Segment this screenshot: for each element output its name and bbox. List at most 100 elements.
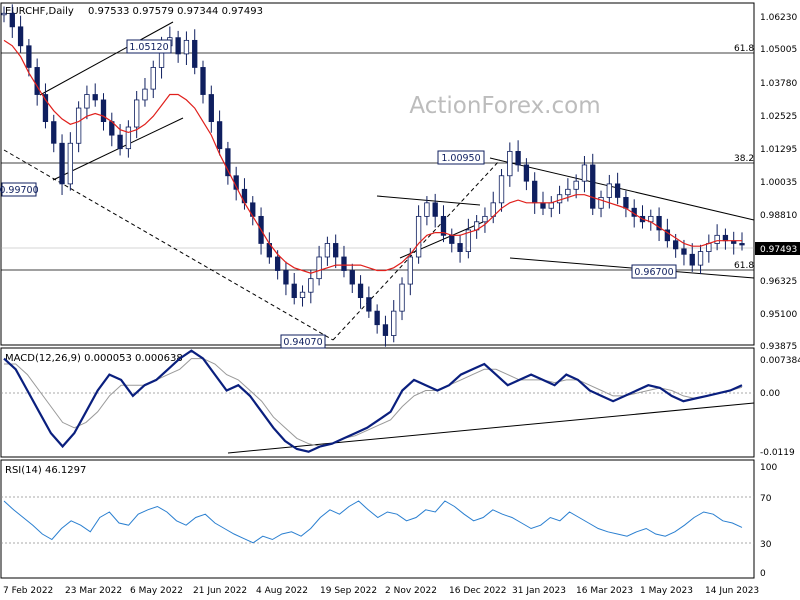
candle-body <box>349 270 355 285</box>
macd-panel-title: MACD(12,26,9) 0.000053 0.000638 <box>5 353 183 364</box>
triangle-upper-line <box>376 195 481 206</box>
candle-body <box>274 256 281 271</box>
candle-body <box>92 94 98 101</box>
candle-body <box>399 283 405 312</box>
x-tick-label: 21 Jun 2022 <box>193 586 247 596</box>
candle-body <box>664 229 671 242</box>
candle-body <box>606 183 612 198</box>
candle-body <box>366 297 372 312</box>
current-price-label: 0.97493 <box>760 245 797 255</box>
price-tick-label: 1.02525 <box>760 112 797 122</box>
price-label: 0.99700 <box>0 185 39 196</box>
candle-body <box>125 126 132 150</box>
candle-body <box>225 148 231 177</box>
candle-body <box>573 180 579 190</box>
x-tick-label: 14 Jun 2023 <box>705 586 759 596</box>
candle-body <box>407 256 413 285</box>
price-label: 1.00950 <box>441 153 480 164</box>
candle-body <box>117 134 123 150</box>
price-labels: 1.05120 0.99700 0.94070 1.00950 0.96700 <box>0 39 677 349</box>
candle-body <box>614 183 621 198</box>
rsi-panel <box>0 459 755 579</box>
candle-body <box>673 240 679 250</box>
price-label-box <box>437 150 485 165</box>
candle-body <box>424 202 430 217</box>
price-label-box <box>1 182 37 197</box>
candle-body <box>391 310 397 336</box>
candle-body <box>75 107 82 144</box>
macd-panel <box>0 347 755 458</box>
candle-body <box>308 278 314 293</box>
price-label: 0.96700 <box>634 267 673 278</box>
rsi-tick-label: 70 <box>760 494 772 504</box>
x-tick-label: 4 Aug 2022 <box>256 586 308 596</box>
candle-body <box>192 39 198 68</box>
candle-body <box>697 251 704 266</box>
candle-body <box>100 99 107 123</box>
x-tick-label: 19 Sep 2022 <box>320 586 377 596</box>
candle-body <box>623 197 629 209</box>
macd-y-axis: 0.007384 0.00 -0.0119 <box>760 356 800 458</box>
candle-body <box>415 215 422 258</box>
candle-body <box>333 243 339 258</box>
rsi-line <box>3 500 743 544</box>
triangle-lower-line <box>399 221 484 259</box>
rsi-panel-title: RSI(14) 46.1297 <box>5 465 86 476</box>
price-label-box <box>126 39 172 54</box>
candle-body <box>216 121 223 150</box>
moving-average-line <box>3 39 742 274</box>
rsi-y-axis: 100 70 30 0 <box>760 463 777 579</box>
candle-body <box>357 283 364 299</box>
channel-upper-line <box>39 21 174 96</box>
x-tick-label: 2 Nov 2022 <box>385 586 437 596</box>
x-tick-label: 6 May 2022 <box>130 586 183 596</box>
candle-body <box>42 94 49 123</box>
current-price-tag <box>755 242 800 255</box>
candle-body <box>9 12 15 28</box>
candle-body <box>26 45 32 68</box>
candle-body <box>548 202 554 209</box>
candle-body <box>590 164 596 209</box>
candle-body <box>34 67 40 95</box>
candle-body <box>291 283 297 299</box>
price-label-box <box>631 264 677 279</box>
candle-body <box>523 164 530 182</box>
watermark: ActionForex.com <box>409 93 600 119</box>
candle-body <box>449 234 455 244</box>
macd-line <box>3 349 743 453</box>
candle-body <box>208 94 214 123</box>
candle-body <box>581 164 588 182</box>
price-label: 1.05120 <box>129 42 168 53</box>
candle-body <box>739 243 745 246</box>
candle-body <box>507 150 513 177</box>
x-axis: 7 Feb 2022 23 Mar 2022 6 May 2022 21 Jun… <box>3 586 759 596</box>
dashed-support-line <box>3 149 334 341</box>
candle-body <box>465 229 472 252</box>
price-tick-label: 1.05005 <box>760 45 797 55</box>
candle-body <box>150 67 156 90</box>
candle-body <box>175 37 181 55</box>
candle-body <box>689 253 695 266</box>
candle-body <box>341 256 347 271</box>
macd-trendline <box>227 402 755 454</box>
candle-body <box>134 99 140 128</box>
candle-body <box>556 194 563 204</box>
rsi-tick-label: 100 <box>760 463 777 473</box>
price-panel-title: EURCHF,Daily <box>5 6 74 17</box>
x-tick-label: 31 Jan 2023 <box>512 586 566 596</box>
price-tick-label: 0.96325 <box>760 277 797 287</box>
candle-body <box>598 197 604 209</box>
price-panel <box>0 2 755 346</box>
candle-body <box>59 142 65 185</box>
candle-body <box>482 215 488 223</box>
price-y-axis: 1.06230 1.05005 1.03780 1.02525 1.01295 … <box>755 13 800 352</box>
candle-body <box>681 248 687 255</box>
candle-body <box>714 234 720 244</box>
candle-body <box>84 94 90 109</box>
candle-body <box>316 256 322 280</box>
price-label: 0.94070 <box>283 337 322 348</box>
price-tick-label: 0.93875 <box>760 342 797 352</box>
candle-body <box>457 243 463 252</box>
candle-body <box>200 67 206 95</box>
